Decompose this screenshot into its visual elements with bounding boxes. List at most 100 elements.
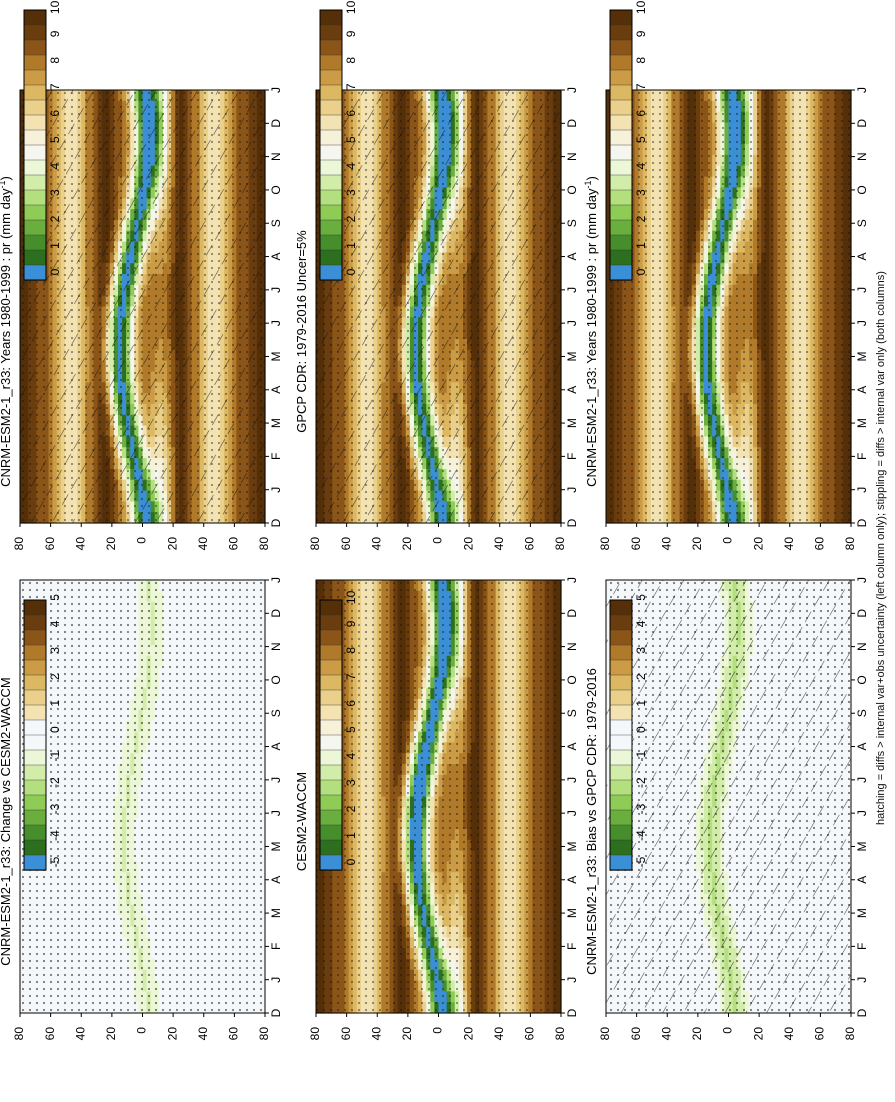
colorbar-swatch	[24, 160, 46, 176]
month-tick-label: N	[855, 152, 869, 161]
lat-tick-label: 0	[721, 537, 735, 544]
colorbar-swatch	[24, 10, 46, 26]
colorbar-tick-label: 10	[634, 0, 648, 14]
colorbar-tick-label: 5	[48, 136, 62, 143]
colorbar-tick-label: 7	[634, 83, 648, 90]
colorbar-swatch	[610, 145, 632, 161]
colorbar-tick-label: 9	[634, 30, 648, 37]
colorbar-swatch	[24, 175, 46, 191]
lat-tick-label: 20	[690, 537, 704, 551]
colorbar-swatch	[610, 85, 632, 101]
colorbar-swatch	[610, 115, 632, 131]
colorbar-swatch	[24, 250, 46, 266]
colorbar-tick-label: 8	[634, 57, 648, 64]
month-tick-label: J	[855, 320, 869, 326]
colorbar-swatch	[610, 25, 632, 41]
colorbar-swatch	[24, 40, 46, 56]
month-tick-label: J	[269, 320, 283, 326]
lat-tick-label: 80	[257, 537, 271, 551]
month-tick-label: J	[269, 487, 283, 493]
colorbar-tick-label: 5	[634, 136, 648, 143]
panel-title: CNRM-ESM2-1_r33: Years 1980-1999 : pr (m…	[0, 176, 13, 487]
panel-title: CNRM-ESM2-1_r33: Years 1980-1999 : pr (m…	[583, 176, 599, 487]
lat-tick-label: 20	[165, 537, 179, 551]
colorbar-swatch	[610, 55, 632, 71]
colorbar-swatch	[610, 220, 632, 236]
month-tick-label: D	[269, 518, 283, 527]
colorbar-tick-label: 4	[48, 163, 62, 170]
colorbar-swatch	[610, 70, 632, 86]
colorbar-tick-label: 8	[48, 57, 62, 64]
month-tick-label: J	[269, 87, 283, 93]
colorbar-swatch	[24, 190, 46, 206]
month-tick-label: J	[855, 87, 869, 93]
colorbar-swatch	[24, 100, 46, 116]
colorbar-tick-label: 0	[48, 268, 62, 275]
month-tick-label: F	[855, 453, 869, 460]
month-tick-label: A	[855, 253, 869, 261]
colorbar-swatch	[24, 205, 46, 221]
colorbar-swatch	[610, 40, 632, 56]
colorbar-tick-label: 3	[634, 189, 648, 196]
colorbar-tick-label: 2	[48, 215, 62, 222]
lat-tick-label: 60	[629, 537, 643, 551]
month-tick-label: J	[269, 287, 283, 293]
lat-tick-label: 40	[659, 537, 673, 551]
colorbar-swatch	[610, 250, 632, 266]
colorbar-swatch	[24, 235, 46, 251]
colorbar-swatch	[610, 235, 632, 251]
month-tick-label: A	[855, 386, 869, 394]
lat-tick-label: 0	[135, 537, 149, 544]
colorbar-tick-label: 10	[48, 0, 62, 14]
month-tick-label: N	[269, 152, 283, 161]
panel-title-end: )	[0, 176, 13, 180]
panel-title-superscript: -1	[583, 180, 593, 188]
colorbar-swatch	[24, 145, 46, 161]
month-tick-label: F	[269, 453, 283, 460]
stippling-overlay	[606, 90, 851, 523]
colorbar-swatch	[610, 265, 632, 281]
hatching-overlay	[20, 90, 265, 523]
month-tick-label: J	[855, 287, 869, 293]
month-tick-label: A	[269, 253, 283, 261]
colorbar-swatch	[610, 160, 632, 176]
colorbar-swatch	[24, 25, 46, 41]
month-tick-label: J	[855, 487, 869, 493]
colorbar-tick-label: 6	[48, 110, 62, 117]
lat-tick-label: 80	[12, 537, 26, 551]
colorbar-tick-label: 9	[48, 30, 62, 37]
colorbar-swatch	[24, 55, 46, 71]
month-tick-label: M	[269, 351, 283, 361]
month-tick-label: O	[269, 185, 283, 194]
month-tick-label: S	[855, 219, 869, 227]
colorbar-tick-label: 3	[48, 189, 62, 196]
colorbar-swatch	[24, 85, 46, 101]
lat-tick-label: 60	[813, 537, 827, 551]
lat-tick-label: 40	[73, 537, 87, 551]
lat-tick-label: 80	[843, 537, 857, 551]
colorbar-swatch	[610, 100, 632, 116]
colorbar-swatch	[24, 130, 46, 146]
colorbar-swatch	[610, 10, 632, 26]
lat-tick-label: 60	[43, 537, 57, 551]
month-tick-label: M	[855, 418, 869, 428]
colorbar-tick-label: 1	[48, 242, 62, 249]
colorbar-swatch	[610, 175, 632, 191]
month-tick-label: D	[269, 119, 283, 128]
colorbar-swatch	[610, 205, 632, 221]
lat-tick-label: 80	[598, 537, 612, 551]
month-tick-label: A	[269, 386, 283, 394]
panel-title-end: )	[584, 176, 599, 180]
lat-tick-label: 40	[782, 537, 796, 551]
colorbar-swatch	[24, 265, 46, 281]
month-tick-label: O	[855, 185, 869, 194]
colorbar-swatch	[610, 190, 632, 206]
colorbar-swatch	[24, 220, 46, 236]
colorbar-swatch	[24, 115, 46, 131]
colorbar-tick-label: 0	[634, 268, 648, 275]
panel-title-superscript: -1	[0, 180, 7, 188]
